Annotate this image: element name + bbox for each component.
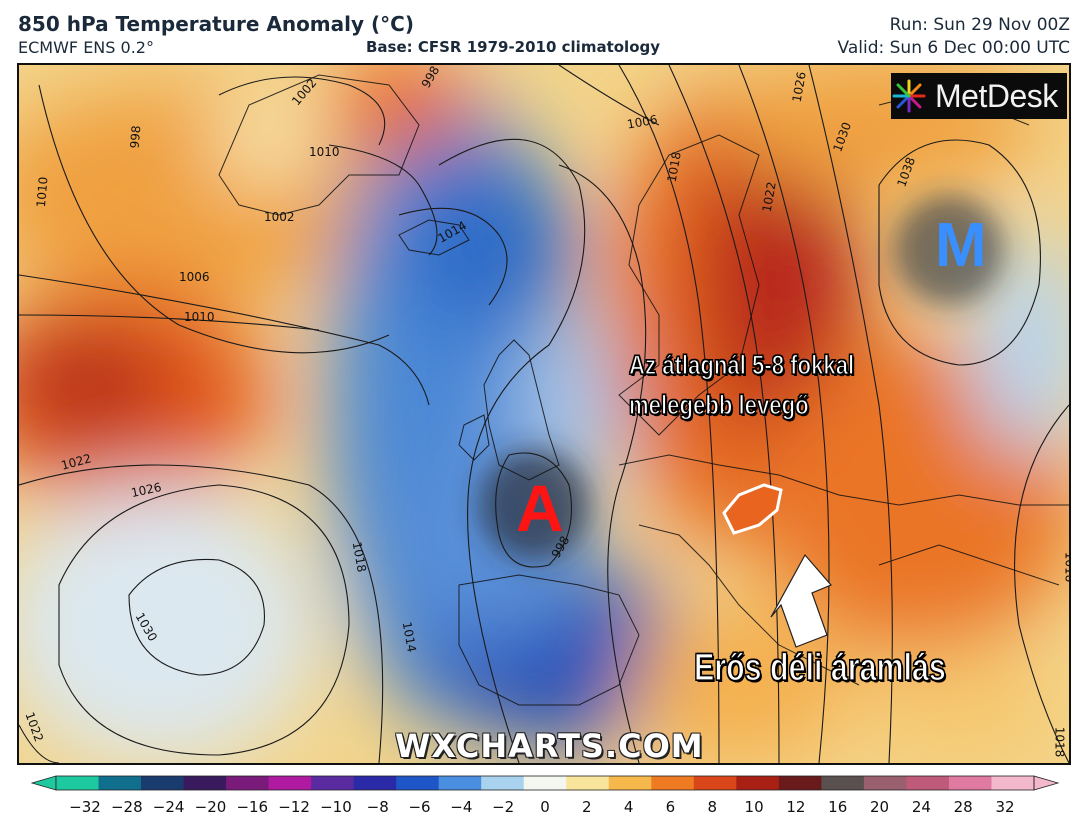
colorbar-segment [438,776,482,790]
colorbar-max-arrow [1033,775,1060,791]
colorbar-tick-label: 16 [828,798,848,816]
colorbar-segment [56,776,100,790]
valid-time: Valid: Sun 6 Dec 00:00 UTC [837,38,1070,58]
colorbar-segment [481,776,525,790]
colorbar-segment [651,776,695,790]
colorbar-frame [55,775,1035,791]
logo-text: MetDesk [935,77,1058,114]
colorbar-tick-label: 12 [786,798,806,816]
run-time: Run: Sun 29 Nov 00Z [889,15,1070,35]
colorbar-segment [523,776,567,790]
colorbar-tick-label: −2 [492,798,515,816]
colorbar-segment [141,776,185,790]
climatology-base: Base: CFSR 1979-2010 climatology [366,38,661,56]
colorbar-tick-label: −6 [408,798,431,816]
isobar-label: 1018 [1052,726,1067,758]
colorbar-segment [906,776,950,790]
colorbar-segment [736,776,780,790]
isobar-label: 1010 [33,176,51,208]
colorbar-segment [396,776,440,790]
colorbar-segment [948,776,992,790]
model-name: ECMWF ENS 0.2° [18,38,154,57]
colorbar-segment [566,776,610,790]
chart-title: 850 hPa Temperature Anomaly (°C) [18,12,414,36]
colorbar-segment [226,776,270,790]
isobar-label: 998 [127,124,144,150]
colorbar [30,775,1060,791]
warm-anomaly-note-line2: melegebb levegő [628,389,809,420]
colorbar-tick-label: 20 [869,798,890,816]
wxcharts-watermark: WXCHARTS.COM [395,727,704,765]
colorbar-tick-label: −24 [152,798,185,816]
colorbar-tick-label: 0 [540,798,550,816]
isobar-label: 1006 [179,270,210,284]
high-pressure-marker: M [935,211,987,280]
isobar-label: 1010 [309,145,340,159]
isobar-label: 1018 [1062,551,1071,583]
colorbar-tick-label: 28 [953,798,973,816]
low-pressure-marker: A [516,471,564,545]
isobar-label: 1002 [264,210,295,224]
colorbar-tick-label: 32 [995,798,1015,816]
colorbar-tick-label: 10 [744,798,764,816]
colorbar-segment [98,776,142,790]
colorbar-tick-label: 6 [665,798,676,816]
colorbar-tick-label: −4 [450,798,473,816]
colorbar-tick-label: −28 [110,798,143,816]
colorbar-tick-label: −16 [236,798,269,816]
southerly-flow-note: Erős déli áramlás [693,646,946,689]
colorbar-tick-label: −12 [278,798,310,816]
anomaly-map: MetDesk 998 1002 998 1010 1006 1010 1002… [17,63,1071,765]
colorbar-segment [311,776,355,790]
colorbar-tick-label: 4 [623,798,634,816]
warm-anomaly-note-line1: Az átlagnál 5-8 fokkal [628,349,855,380]
colorbar-segment [863,776,907,790]
pinwheel-logo-icon [892,79,926,113]
colorbar-tick-label: −32 [69,798,101,816]
colorbar-tick-label: −8 [366,798,389,816]
colorbar-segment [268,776,312,790]
colorbar-tick-label: −20 [194,798,227,816]
colorbar-segment [608,776,652,790]
colorbar-segment [821,776,865,790]
colorbar-min-arrow [30,775,57,791]
colorbar-tick-label: 2 [582,798,592,816]
colorbar-segment [353,776,397,790]
colorbar-segment [778,776,822,790]
isobar-label: 1010 [184,310,215,324]
colorbar-tick-label: −10 [320,798,352,816]
metdesk-logo: MetDesk [891,73,1067,119]
colorbar-segment [991,776,1035,790]
colorbar-segment [183,776,227,790]
colorbar-tick-label: 8 [707,798,718,816]
colorbar-segment [693,776,737,790]
colorbar-tick-label: 24 [911,798,931,816]
